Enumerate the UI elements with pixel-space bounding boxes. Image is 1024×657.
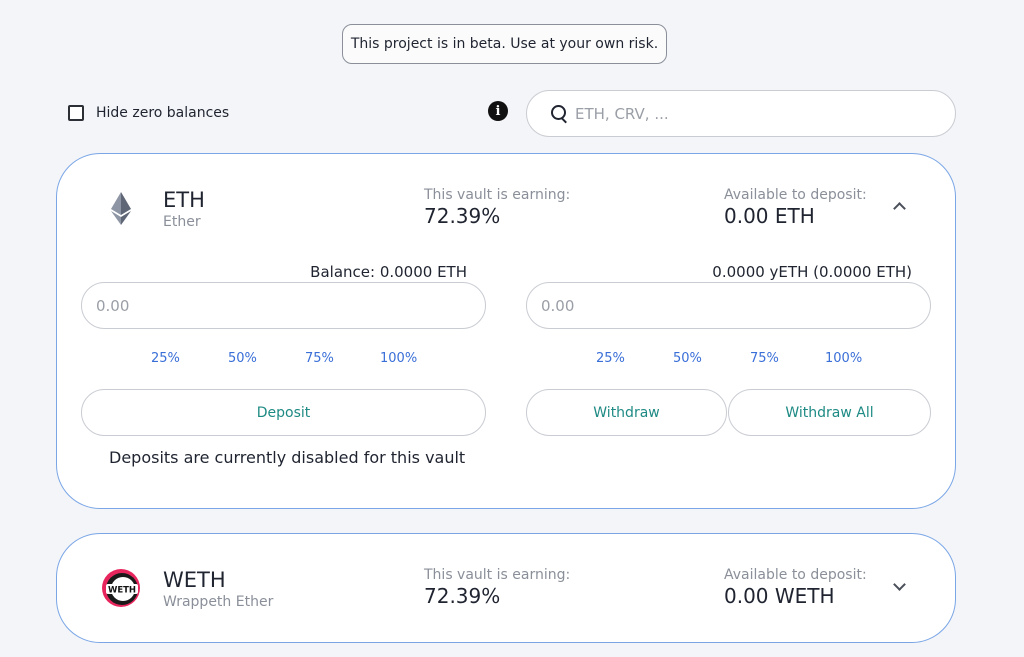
vault-card-eth: ETH Ether This vault is earning: 72.39% … <box>56 153 956 509</box>
beta-banner: This project is in beta. Use at your own… <box>342 24 667 64</box>
withdraw-75-percent[interactable]: 75% <box>750 351 779 366</box>
vault-name: Ether <box>163 214 201 230</box>
deposit-50-percent[interactable]: 50% <box>228 351 257 366</box>
ethereum-icon <box>111 192 131 225</box>
withdraw-amount-input[interactable] <box>526 282 931 329</box>
info-icon[interactable]: i <box>488 101 508 121</box>
hide-zero-balances-checkbox[interactable] <box>68 105 84 121</box>
deposit-button[interactable]: Deposit <box>81 389 486 436</box>
chevron-up-icon[interactable] <box>893 202 906 215</box>
available-label: Available to deposit: <box>724 567 867 583</box>
deposit-balance: Balance: 0.0000 ETH <box>310 263 467 281</box>
available-value: 0.00 WETH <box>724 584 835 608</box>
beta-banner-text: This project is in beta. Use at your own… <box>350 36 659 52</box>
deposit-75-percent[interactable]: 75% <box>305 351 334 366</box>
deposit-amount-input[interactable] <box>81 282 486 329</box>
available-label: Available to deposit: <box>724 187 867 203</box>
earning-label: This vault is earning: <box>424 187 571 203</box>
svg-text:WETH: WETH <box>108 586 136 596</box>
earning-label: This vault is earning: <box>424 567 571 583</box>
withdraw-50-percent[interactable]: 50% <box>673 351 702 366</box>
withdraw-100-percent[interactable]: 100% <box>825 351 863 366</box>
deposit-100-percent[interactable]: 100% <box>380 351 418 366</box>
search-icon <box>551 104 569 123</box>
deposits-disabled-message: Deposits are currently disabled for this… <box>109 448 466 467</box>
hide-zero-balances-label: Hide zero balances <box>96 105 230 121</box>
weth-icon: WETH <box>102 569 140 607</box>
vault-symbol: WETH <box>163 568 226 592</box>
chevron-down-icon[interactable] <box>893 578 906 591</box>
vault-name: Wrappeth Ether <box>163 594 274 610</box>
withdraw-balance: 0.0000 yETH (0.0000 ETH) <box>712 263 912 281</box>
withdraw-all-button[interactable]: Withdraw All <box>728 389 931 436</box>
earning-value: 72.39% <box>424 584 501 608</box>
vault-symbol: ETH <box>163 188 205 212</box>
hide-zero-balances-toggle[interactable]: Hide zero balances <box>68 105 229 121</box>
search-input[interactable] <box>573 103 937 124</box>
withdraw-button[interactable]: Withdraw <box>526 389 727 436</box>
vault-card-weth[interactable]: WETH WETH Wrappeth Ether This vault is e… <box>56 533 956 643</box>
withdraw-25-percent[interactable]: 25% <box>596 351 625 366</box>
search-box[interactable] <box>526 90 956 137</box>
available-value: 0.00 ETH <box>724 204 815 228</box>
earning-value: 72.39% <box>424 204 501 228</box>
deposit-25-percent[interactable]: 25% <box>151 351 180 366</box>
